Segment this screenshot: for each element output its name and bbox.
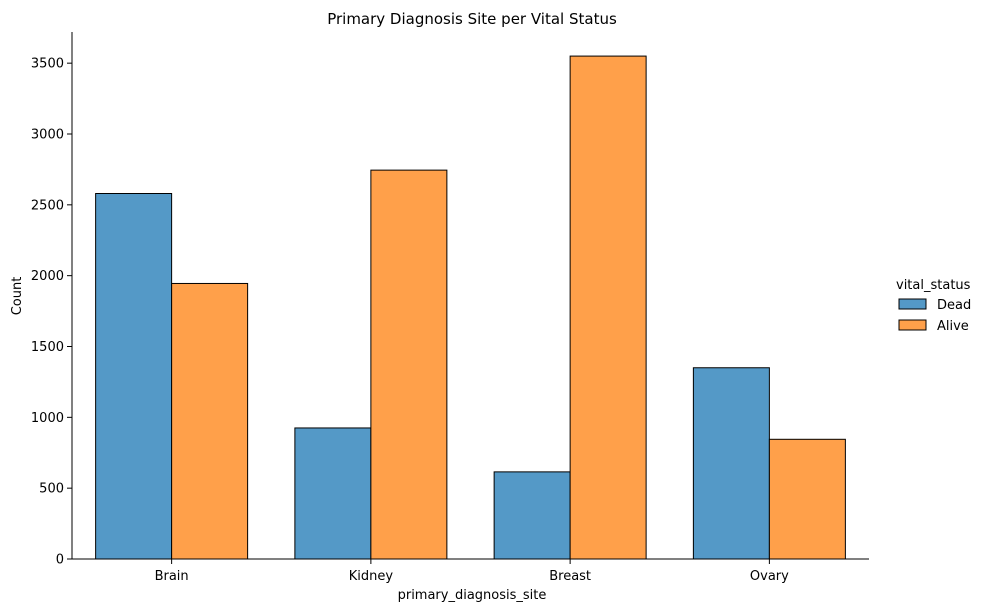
legend-swatch-dead <box>898 298 927 310</box>
y-tick-label: 1500 <box>31 340 64 355</box>
y-axis-label: Count <box>10 277 25 316</box>
y-tick-label: 2500 <box>31 198 64 213</box>
legend-swatch-alive <box>898 319 927 331</box>
legend-title: vital_status <box>896 278 971 293</box>
y-tick-label: 1000 <box>31 411 64 426</box>
x-tick-label: Breast <box>549 569 591 584</box>
legend: vital_status Dead Alive <box>896 278 971 334</box>
y-tick-label: 3500 <box>31 57 64 72</box>
bar-alive-brain <box>171 282 249 560</box>
y-tick-label: 500 <box>39 482 64 497</box>
y-tick-label: 0 <box>56 553 64 568</box>
bar-alive-ovary <box>768 438 846 560</box>
x-axis-label: primary_diagnosis_site <box>398 588 547 603</box>
x-axis: Brain Kidney Breast Ovary <box>72 558 869 584</box>
legend-label-dead: Dead <box>937 298 971 313</box>
legend-label-alive: Alive <box>937 319 969 334</box>
bar-dead-ovary <box>692 367 770 560</box>
bar-dead-brain <box>95 193 173 560</box>
x-tick-label: Kidney <box>349 569 394 584</box>
y-axis: 0 500 1000 1500 2000 2500 3000 3500 <box>31 32 73 568</box>
bar-dead-kidney <box>294 427 372 560</box>
y-tick-label: 2000 <box>31 269 64 284</box>
y-tick-label: 3000 <box>31 128 64 143</box>
bar-dead-breast <box>493 471 571 560</box>
bar-alive-kidney <box>370 169 448 560</box>
bar-alive-breast <box>569 55 647 560</box>
plot-area <box>95 55 846 560</box>
x-tick-label: Ovary <box>750 569 789 584</box>
chart-title: Primary Diagnosis Site per Vital Status <box>327 10 617 28</box>
x-tick-label: Brain <box>155 569 189 584</box>
